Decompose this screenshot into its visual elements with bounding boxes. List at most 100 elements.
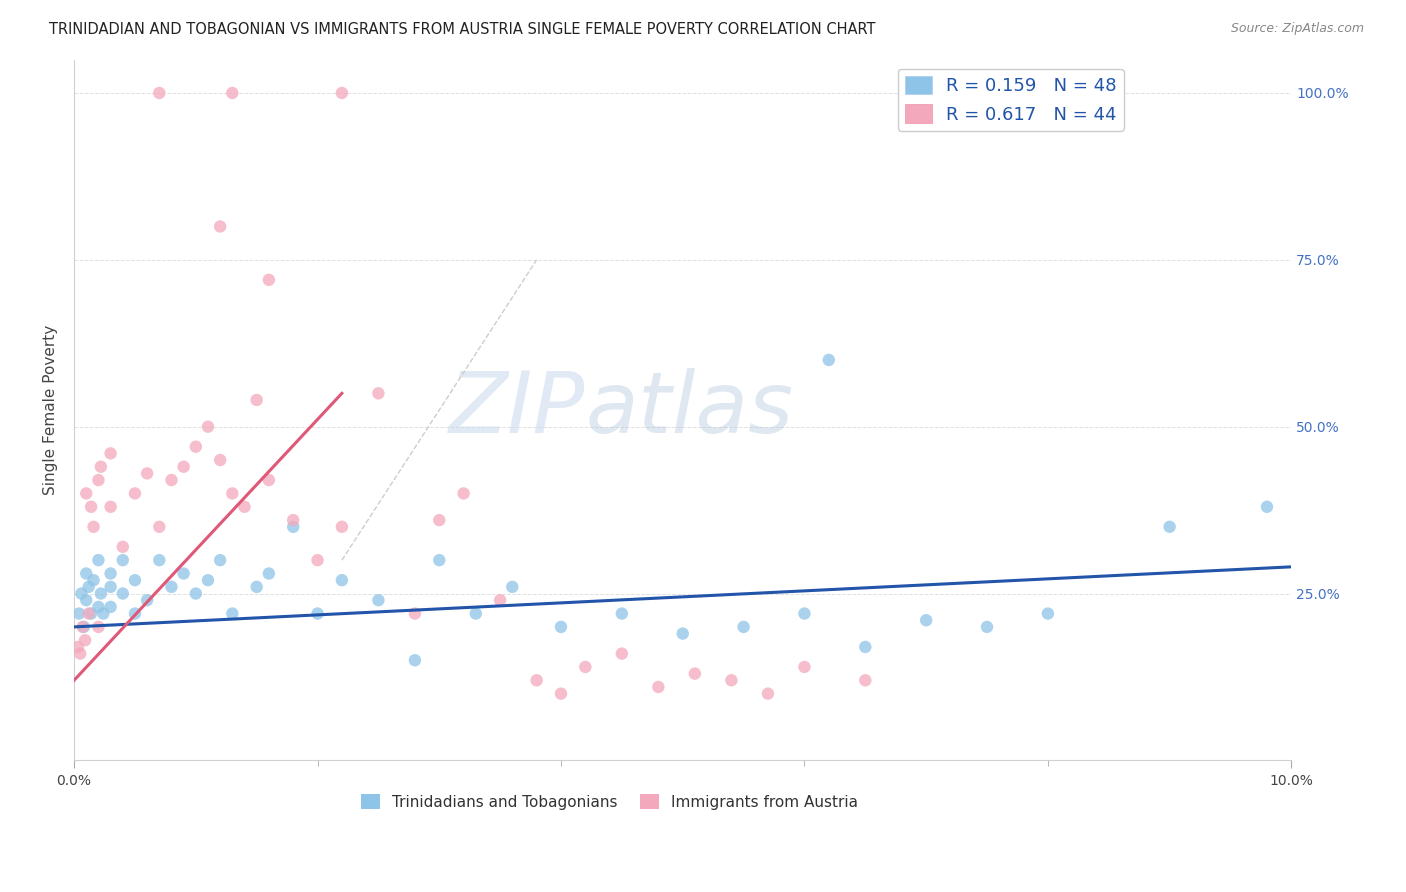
Point [184, 586, 207, 600]
Point [197, 573, 219, 587]
Point [111, 586, 134, 600]
Point [75, 486, 97, 500]
Point [173, 459, 195, 474]
Point [160, 580, 183, 594]
Point [91, 607, 114, 621]
Point [87, 620, 110, 634]
Point [367, 593, 389, 607]
Point [1036, 607, 1059, 621]
Point [427, 513, 450, 527]
Point [90, 586, 112, 600]
Point [246, 580, 269, 594]
Point [221, 607, 243, 621]
Point [184, 440, 207, 454]
Point [66, 640, 89, 654]
Point [853, 640, 876, 654]
Point [136, 593, 159, 607]
Point [80, 607, 103, 621]
Point [100, 599, 122, 614]
Point [1159, 520, 1181, 534]
Point [83, 573, 105, 587]
Point [77, 580, 100, 594]
Point [69, 647, 91, 661]
Point [526, 673, 548, 688]
Point [73, 620, 96, 634]
Point [221, 486, 243, 500]
Point [1256, 500, 1278, 514]
Point [257, 566, 280, 581]
Point [672, 626, 695, 640]
Point [610, 607, 633, 621]
Point [330, 573, 353, 587]
Point [197, 419, 219, 434]
Point [550, 620, 572, 634]
Point [124, 607, 146, 621]
Point [720, 673, 742, 688]
Text: TRINIDADIAN AND TOBAGONIAN VS IMMIGRANTS FROM AUSTRIA SINGLE FEMALE POVERTY CORR: TRINIDADIAN AND TOBAGONIAN VS IMMIGRANTS… [49, 22, 876, 37]
Point [209, 219, 232, 234]
Point [257, 273, 280, 287]
Point [221, 86, 243, 100]
Point [124, 486, 146, 500]
Point [148, 553, 170, 567]
Point [574, 660, 596, 674]
Point [100, 446, 122, 460]
Point [915, 613, 938, 627]
Point [83, 520, 105, 534]
Point [817, 353, 839, 368]
Point [100, 566, 122, 581]
Point [209, 453, 232, 467]
Point [87, 599, 110, 614]
Point [647, 680, 669, 694]
Point [233, 500, 256, 514]
Point [67, 607, 90, 621]
Point [501, 580, 523, 594]
Point [733, 620, 755, 634]
Point [427, 553, 450, 567]
Point [75, 593, 97, 607]
Point [464, 607, 486, 621]
Point [100, 500, 122, 514]
Point [330, 520, 353, 534]
Point [453, 486, 475, 500]
Y-axis label: Single Female Poverty: Single Female Poverty [44, 325, 58, 495]
Point [136, 467, 159, 481]
Point [257, 473, 280, 487]
Point [367, 386, 389, 401]
Point [404, 653, 426, 667]
Point [853, 673, 876, 688]
Point [283, 513, 305, 527]
Point [976, 620, 998, 634]
Point [246, 392, 269, 407]
Text: Source: ZipAtlas.com: Source: ZipAtlas.com [1230, 22, 1364, 36]
Point [111, 540, 134, 554]
Point [111, 553, 134, 567]
Point [404, 607, 426, 621]
Point [90, 459, 112, 474]
Point [307, 607, 329, 621]
Point [75, 566, 97, 581]
Point [148, 86, 170, 100]
Point [70, 586, 93, 600]
Point [87, 553, 110, 567]
Point [550, 687, 572, 701]
Point [793, 660, 815, 674]
Legend: Trinidadians and Tobagonians, Immigrants from Austria: Trinidadians and Tobagonians, Immigrants… [356, 788, 865, 816]
Point [489, 593, 512, 607]
Point [173, 566, 195, 581]
Point [73, 633, 96, 648]
Point [307, 553, 329, 567]
Point [160, 473, 183, 487]
Point [87, 473, 110, 487]
Point [148, 520, 170, 534]
Point [100, 580, 122, 594]
Point [330, 86, 353, 100]
Point [77, 607, 100, 621]
Point [72, 620, 94, 634]
Text: ZIP: ZIP [449, 368, 585, 451]
Point [683, 666, 706, 681]
Point [209, 553, 232, 567]
Point [610, 647, 633, 661]
Point [756, 687, 779, 701]
Point [793, 607, 815, 621]
